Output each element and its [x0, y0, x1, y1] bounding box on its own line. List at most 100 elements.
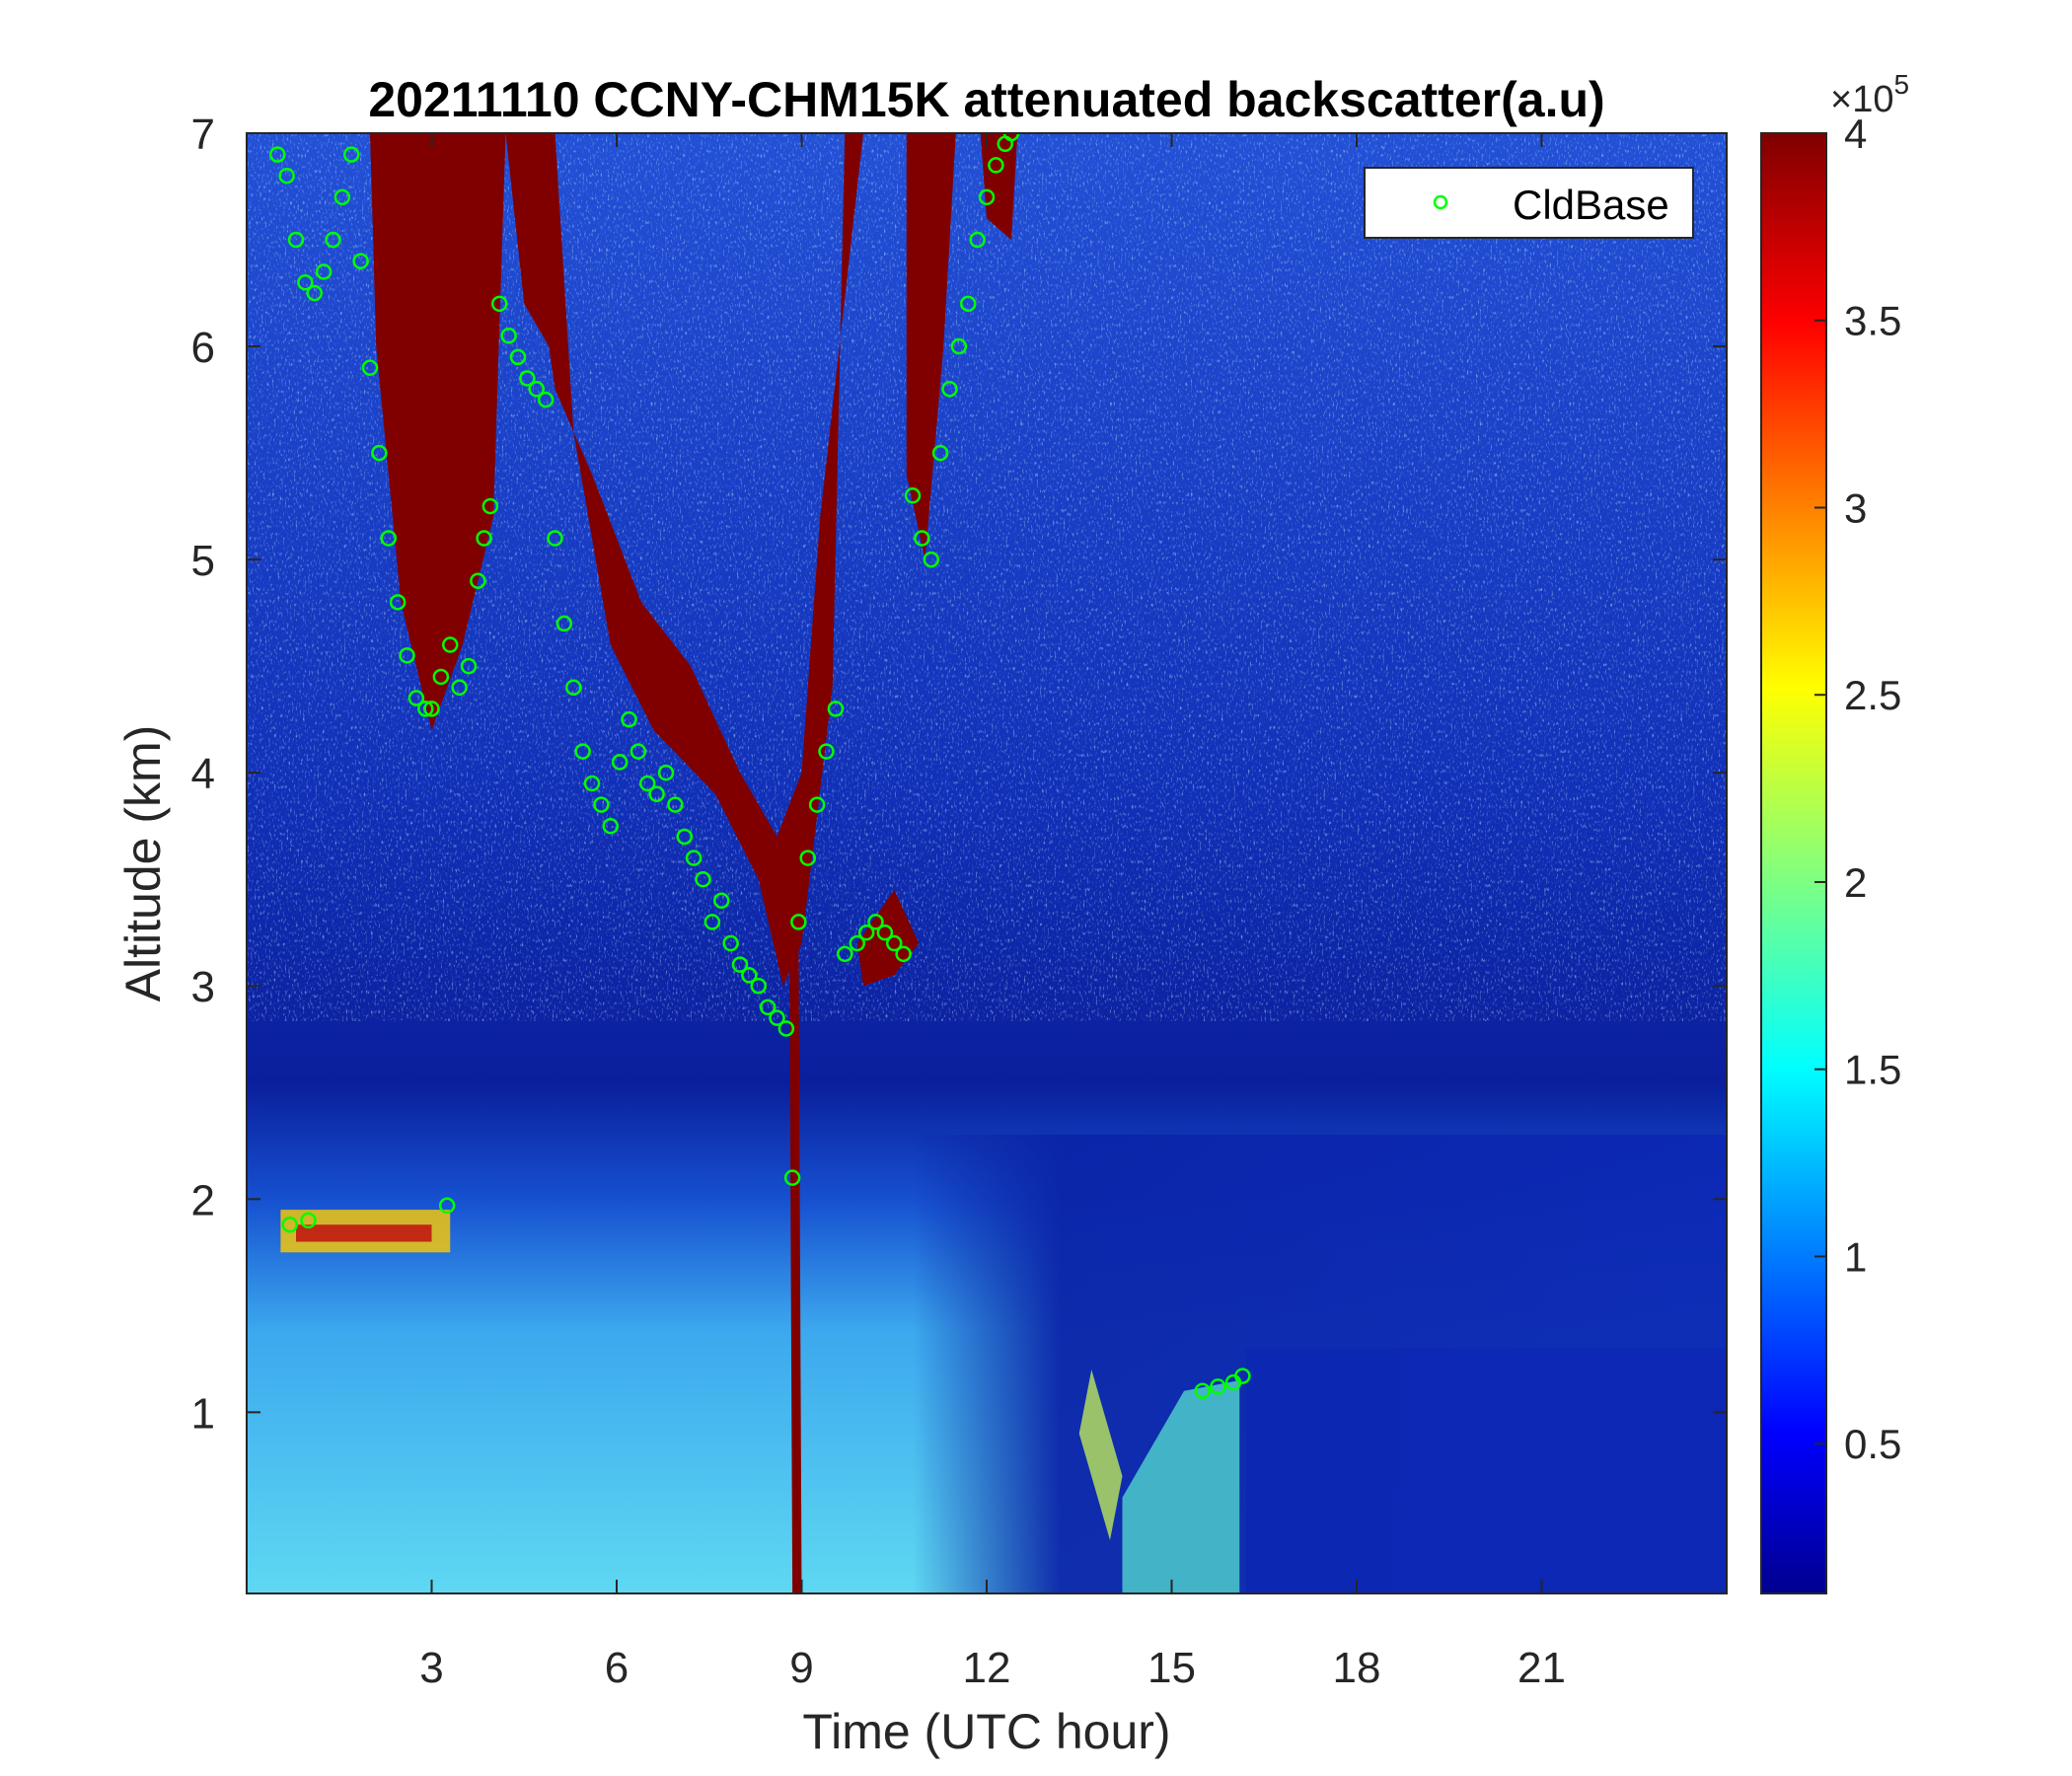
cldbase-point [923, 551, 939, 568]
cldbase-point [960, 295, 977, 313]
cldbase-point [799, 850, 816, 866]
cldbase-point [287, 231, 305, 249]
y-axis-label: Altitude (km) [115, 725, 171, 1002]
cldbase-point [648, 785, 665, 803]
cldbase-point [722, 934, 739, 952]
cldbase-point [611, 754, 629, 771]
y-tick-label: 7 [191, 111, 215, 159]
cldbase-point [389, 594, 407, 611]
cldbase-point [886, 934, 903, 952]
colorbar-tick-label: 3.5 [1844, 298, 1901, 344]
colorbar: 0.5 1 1.5 2 2.5 3 3.5 4 ×105 [1760, 69, 1909, 1594]
cldbase-point [481, 497, 499, 515]
cldbase-point [978, 188, 996, 206]
cldbase-point [639, 775, 656, 792]
colorbar-tick-label: 0.5 [1844, 1421, 1901, 1467]
cldbase-point [988, 157, 1004, 174]
cldbase-point [300, 1212, 317, 1229]
cldbase-point [818, 743, 835, 760]
cldbase-point [750, 977, 767, 995]
cldbase-point [343, 146, 360, 163]
cldbase-point [565, 679, 582, 697]
legend-marker-cldbase [1433, 194, 1448, 210]
x-axis: 3 6 9 12 15 18 21 [419, 133, 1566, 1692]
cldbase-point [904, 487, 922, 504]
y-tick-label: 4 [191, 750, 215, 798]
cldbase-point [528, 381, 545, 398]
cldbase-point [777, 1020, 795, 1037]
cldbase-point [1210, 1378, 1226, 1395]
x-axis-label: Time (UTC hour) [802, 1704, 1170, 1759]
plot-area [247, 133, 1727, 1593]
cldbase-point [417, 701, 434, 717]
aerosol-plume [1078, 1369, 1123, 1540]
cldbase-point [432, 668, 450, 686]
cldbase-point [857, 924, 875, 941]
cldbase-point [950, 337, 968, 355]
cldbase-point [500, 328, 517, 344]
x-tick-label: 15 [1147, 1644, 1196, 1692]
cldbase-point [269, 146, 286, 163]
cldbase-point [629, 743, 647, 760]
cldbase-point [1194, 1382, 1211, 1399]
x-tick-label: 3 [419, 1644, 443, 1692]
colorbar-tick-label: 1 [1844, 1233, 1867, 1280]
cldbase-point [914, 530, 930, 547]
cldbase-point [676, 828, 693, 846]
heatmap-features [280, 133, 1727, 1593]
cloud-layer-main [505, 133, 863, 987]
colorbar-tick-label: 2.5 [1844, 672, 1901, 718]
chart-title: 20211110 CCNY-CHM15K attenuated backscat… [368, 72, 1604, 127]
cldbase-point [297, 273, 314, 291]
x-tick-label: 6 [605, 1644, 629, 1692]
cldbase-point [460, 657, 478, 675]
cldbase-point [442, 636, 459, 653]
legend-box [1364, 167, 1694, 239]
cldbase-point [380, 530, 397, 547]
cldbase-point [741, 967, 758, 984]
cldbase-point [827, 701, 845, 717]
cldbase-point [731, 956, 749, 973]
colorbar-tick-label: 1.5 [1844, 1047, 1901, 1093]
cldbase-series [269, 133, 1251, 1399]
cldbase-point [790, 914, 807, 930]
cldbase-point [941, 381, 958, 398]
cldbase-point [583, 775, 601, 792]
cldbase-point [315, 263, 333, 280]
y-tick-label: 5 [191, 537, 215, 585]
x-tick-label: 12 [963, 1644, 1011, 1692]
colorbar-tick-label: 4 [1844, 111, 1867, 157]
cldbase-point [685, 850, 703, 866]
cldbase-point [476, 530, 492, 547]
cldbase-point [1002, 133, 1020, 142]
colorbar-multiplier-base: ×10 [1830, 79, 1893, 120]
y-tick-label: 2 [191, 1176, 215, 1224]
cldbase-point [278, 167, 295, 185]
cldbase-point [713, 892, 730, 910]
cldbase-point [931, 444, 949, 462]
cldbase-point [574, 743, 591, 760]
cldbase-point [537, 391, 555, 408]
cloud-layer-upper-edge [980, 133, 1018, 241]
cldbase-point [808, 796, 826, 813]
cldbase-point [306, 284, 323, 302]
y-tick-label: 6 [191, 324, 215, 372]
cldbase-point [759, 999, 777, 1016]
cldbase-point [849, 934, 865, 952]
cldbase-point [602, 817, 619, 835]
aerosol-layer-peak [296, 1224, 432, 1242]
cldbase-point [361, 359, 379, 376]
cldbase-point [867, 914, 884, 930]
colorbar-multiplier: ×105 [1830, 69, 1909, 120]
cldbase-point [281, 1216, 298, 1233]
cldbase-point [703, 914, 721, 930]
cldbase-point [895, 945, 912, 963]
cldbase-point [621, 710, 637, 728]
colorbar-tick-label: 3 [1844, 484, 1867, 531]
cldbase-point [1234, 1368, 1251, 1384]
cldbase-point [555, 615, 573, 632]
y-axis: 1 2 3 4 5 6 7 [191, 111, 1727, 1438]
cldbase-point [325, 231, 341, 249]
cldbase-point [969, 231, 986, 249]
x-tick-label: 9 [789, 1644, 813, 1692]
